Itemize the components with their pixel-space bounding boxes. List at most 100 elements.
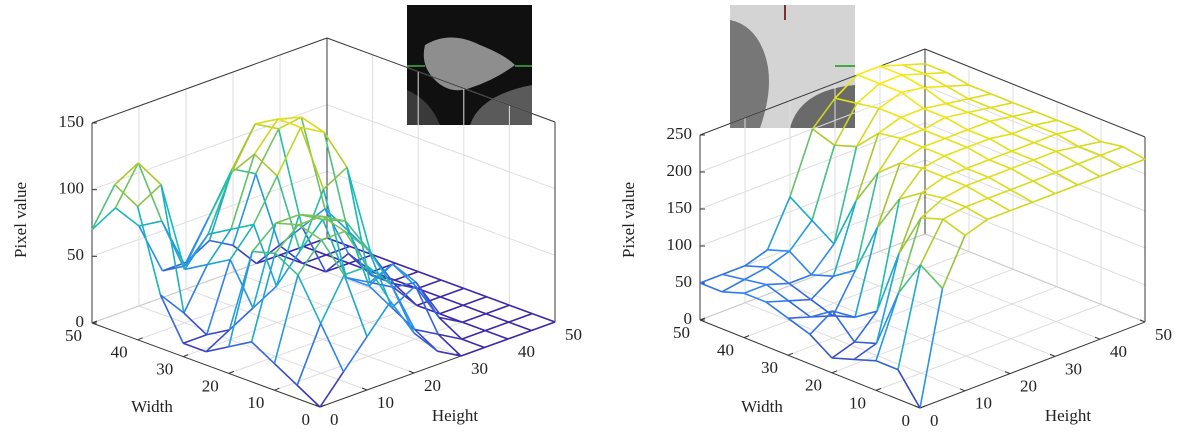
surface-mesh-segment xyxy=(922,146,945,157)
surface-mesh-segment xyxy=(921,176,945,194)
surface-mesh-segment xyxy=(853,310,878,343)
surface-mesh-segment xyxy=(853,358,877,362)
surface-mesh-segment xyxy=(298,215,323,226)
surface-mesh-segment xyxy=(346,167,372,253)
surface-mesh-segment xyxy=(300,126,325,134)
surface-mesh-segment xyxy=(115,207,140,227)
surface-mesh-segment xyxy=(230,223,254,231)
surface-mesh-segment xyxy=(722,265,746,276)
y-tick-label: 50 xyxy=(565,325,582,344)
surface-mesh-segment xyxy=(898,192,923,254)
surface-mesh-segment xyxy=(114,184,139,208)
surface-mesh-segment xyxy=(343,265,368,276)
surface-mesh-segment xyxy=(875,360,899,371)
surface-mesh-segment xyxy=(296,323,322,386)
surface-mesh-segment xyxy=(902,64,925,75)
surface-mesh-segment xyxy=(485,312,509,323)
surface-mesh-segment xyxy=(414,328,439,336)
surface-mesh-segment xyxy=(1034,124,1057,135)
surface-mesh-segment xyxy=(968,93,992,100)
surface-mesh-segment xyxy=(766,266,790,285)
grid-line xyxy=(326,170,556,256)
surface-mesh-segment xyxy=(901,74,925,89)
surface-mesh-segment xyxy=(440,296,464,307)
surface-mesh-segment xyxy=(1078,140,1102,148)
surface-mesh-segment xyxy=(324,208,350,254)
surface-mesh-segment xyxy=(182,334,207,345)
surface-mesh-segment xyxy=(276,127,302,177)
grid-line xyxy=(699,122,926,210)
surface-mesh-segment xyxy=(945,98,969,105)
surface-mesh-segment xyxy=(321,215,346,222)
surface-mesh-segment xyxy=(207,258,231,266)
surface-mesh-segment xyxy=(856,82,881,104)
surface-mesh-segment xyxy=(946,71,970,86)
surface-mesh-segment xyxy=(1010,159,1034,170)
surface-mesh-segment xyxy=(878,107,902,118)
surface-mesh-segment xyxy=(1056,128,1080,135)
surface-mesh-segment xyxy=(943,176,967,187)
surface-mesh-segment xyxy=(300,116,325,133)
surface-mesh-segment xyxy=(744,278,767,286)
tick-mark xyxy=(408,370,415,374)
surface-mesh-segment xyxy=(1054,184,1078,195)
surface-mesh-segment xyxy=(298,224,322,241)
tick-mark xyxy=(361,387,368,391)
surface-mesh-segment xyxy=(273,274,299,364)
surface-mesh-segment xyxy=(1100,145,1124,157)
surface-mesh-segment xyxy=(967,111,991,123)
surface-mesh-segment xyxy=(440,279,465,290)
surface-mesh-segment xyxy=(766,283,789,302)
grid-line xyxy=(875,303,1102,391)
surface-mesh-segment xyxy=(323,132,349,231)
surface-mesh-segment xyxy=(274,224,300,254)
surface-mesh-segment xyxy=(252,285,278,309)
surface-mesh-segment xyxy=(945,111,969,119)
surface-mesh-segment xyxy=(721,291,745,294)
axis-line xyxy=(91,37,328,124)
surface-mesh-segment xyxy=(183,233,209,270)
surface-mesh-segment xyxy=(834,97,858,105)
z-tick-label: 50 xyxy=(675,272,692,291)
surface-mesh-segment xyxy=(921,167,945,178)
surface-mesh-segment xyxy=(964,218,988,237)
surface-mesh-segment xyxy=(854,172,879,271)
axis-line xyxy=(91,322,321,408)
surface-mesh-segment xyxy=(462,304,487,315)
surface-mesh-segment xyxy=(900,107,924,118)
surface-mesh-segment xyxy=(1010,189,1033,203)
surface-mesh-segment xyxy=(900,128,924,140)
z-tick-label: 150 xyxy=(59,112,85,131)
tick-mark xyxy=(274,387,280,391)
surface-mesh-segment xyxy=(366,301,392,338)
surface-mesh-segment xyxy=(788,219,813,252)
grid-line xyxy=(834,267,1056,357)
surface-mesh-segment xyxy=(923,107,946,119)
surface-mesh-segment xyxy=(810,275,835,301)
grid-line xyxy=(744,302,966,392)
surface-mesh-segment xyxy=(462,312,487,323)
surface-mesh-segment xyxy=(902,63,926,66)
y-axis-label: Height xyxy=(1045,406,1092,425)
surface-mesh-segment xyxy=(831,341,855,359)
surface-mesh-segment xyxy=(699,282,723,293)
surface-mesh-segment xyxy=(787,317,811,336)
surface-mesh-segment xyxy=(878,132,901,140)
surface-mesh-segment xyxy=(743,283,767,294)
surface-mesh-segment xyxy=(463,287,487,298)
surface-mesh-segment xyxy=(531,321,556,332)
surface-chart: 0102030405001020304050050100150200250Pix… xyxy=(619,48,1172,430)
surface-mesh-segment xyxy=(278,226,303,246)
surface-mesh-segment xyxy=(965,176,989,187)
surface-mesh-segment xyxy=(897,217,922,294)
tick-mark xyxy=(137,337,143,341)
surface-mesh-segment xyxy=(1100,154,1123,169)
surface-mesh-segment xyxy=(943,197,966,208)
surface-mesh-segment xyxy=(854,227,879,318)
surface-mesh-segment xyxy=(966,167,989,178)
surface-mesh-segment xyxy=(900,116,924,131)
surface-mesh-segment xyxy=(899,162,923,169)
surface-mesh-segment xyxy=(325,262,350,273)
surface-mesh-segment xyxy=(942,218,966,237)
surface-mesh-segment xyxy=(987,188,1011,200)
